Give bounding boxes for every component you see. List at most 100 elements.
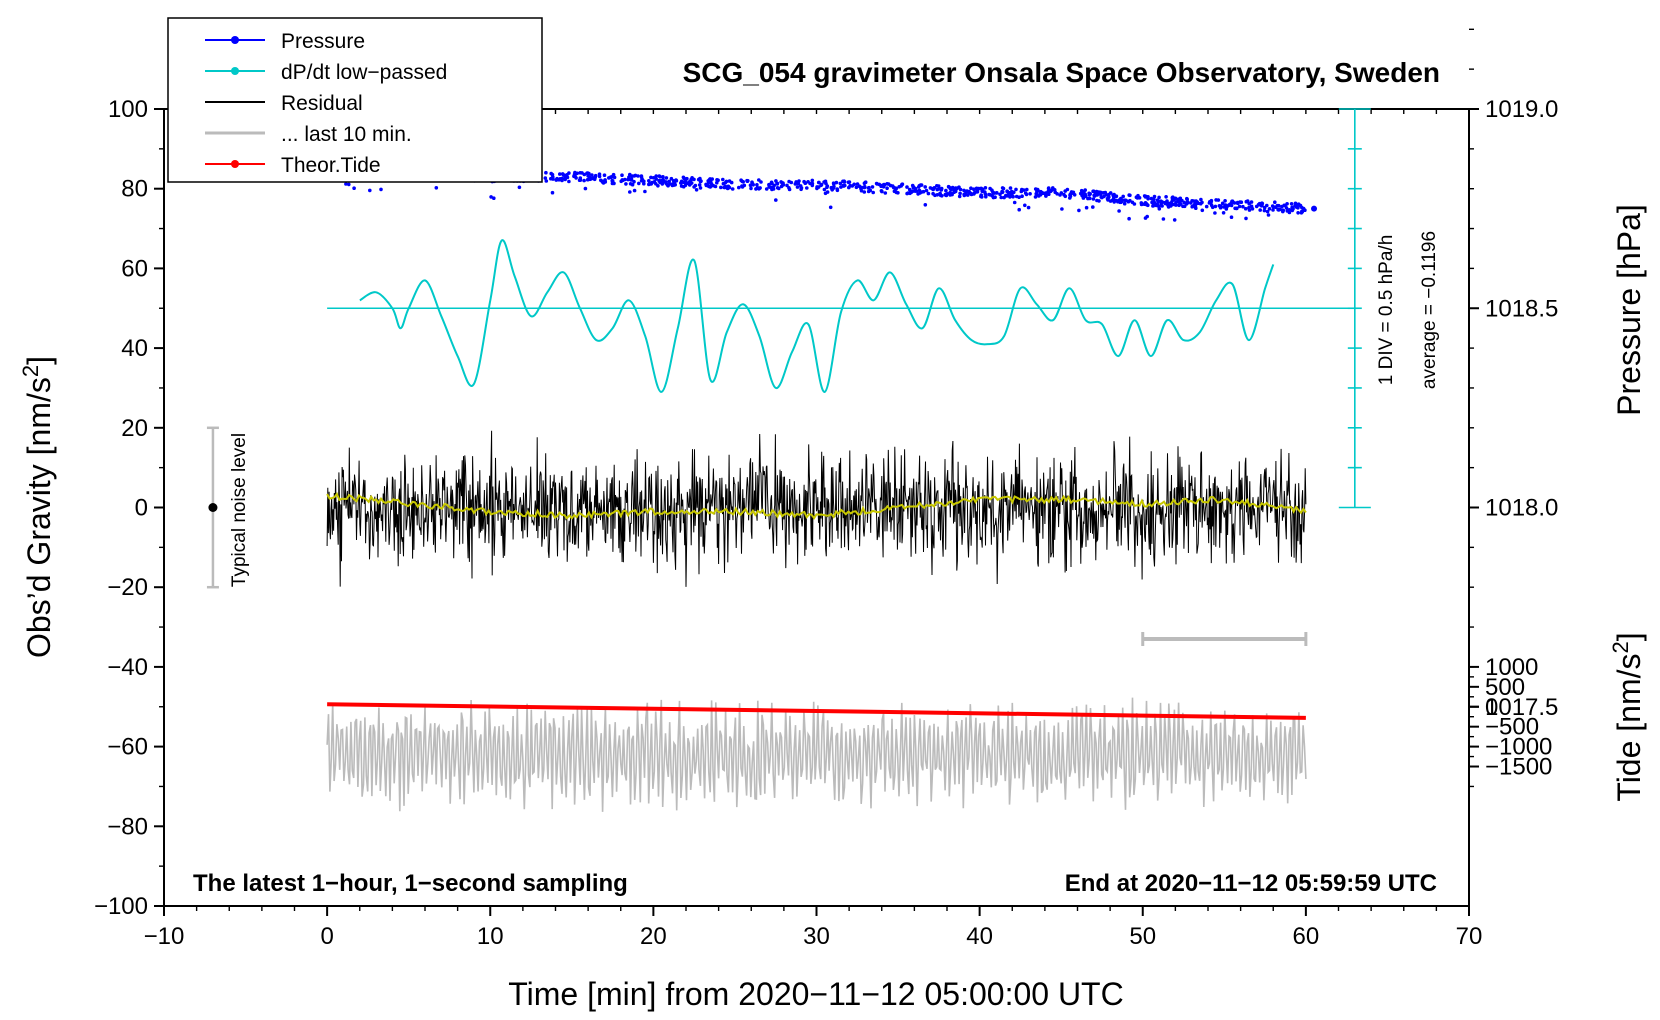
- pressure-point: [1152, 194, 1157, 199]
- pressure-point: [544, 179, 549, 183]
- pressure-point: [379, 187, 383, 192]
- axes-layer: −10 0 10 20 30 40 50 60 70−100−80−60−40−20020406…: [94, 28, 1558, 950]
- pressure-point: [931, 187, 935, 192]
- pressure-point: [1135, 196, 1140, 200]
- pressure-point: [862, 184, 867, 189]
- pressure-point: [1058, 193, 1062, 197]
- pressure-point: [787, 186, 791, 190]
- pressure-point: [1298, 203, 1303, 208]
- tide-tick-label: 1000: [1485, 654, 1538, 681]
- pressure-point: [871, 190, 875, 195]
- pressure-point: [1156, 199, 1161, 203]
- pressure-point: [931, 191, 935, 196]
- pressure-tick-label: 1018.0: [1485, 495, 1558, 522]
- pressure-point: [639, 178, 644, 183]
- pressure-point: [815, 186, 819, 191]
- tide-tick-label: −1000: [1485, 734, 1552, 761]
- pressure-point: [721, 177, 725, 182]
- pressure-point: [855, 182, 860, 186]
- pressure-point: [875, 182, 879, 186]
- pressure-point: [565, 175, 570, 180]
- y-tick-label: 40: [121, 335, 148, 362]
- y-tick-label: −100: [94, 893, 148, 920]
- pressure-point: [928, 186, 933, 190]
- pressure-point: [1046, 190, 1050, 194]
- pressure-point: [1267, 207, 1272, 211]
- pressure-point: [1104, 193, 1108, 197]
- pressure-point: [841, 184, 846, 188]
- theor-tide-series: [327, 702, 1306, 720]
- pressure-point: [1296, 211, 1300, 215]
- pressure-point: [862, 190, 867, 194]
- pressure-point: [900, 182, 904, 187]
- pressure-point: [972, 192, 976, 196]
- pressure-point: [958, 187, 963, 192]
- pressure-point: [984, 194, 988, 199]
- legend: Pressure dP/dt low−passed Residual ... last…: [167, 17, 543, 183]
- residual-smoothed-series: [326, 492, 1307, 520]
- y-tick-label: −80: [107, 813, 148, 840]
- pressure-point: [1229, 203, 1234, 208]
- pressure-point: [1155, 202, 1160, 206]
- data-layer: [325, 166, 1355, 812]
- legend-label: Residual: [281, 92, 363, 115]
- pressure-point: [1117, 209, 1121, 213]
- pressure-point: [610, 178, 614, 183]
- pressure-point: [708, 185, 713, 189]
- pressure-point: [670, 182, 675, 186]
- pressure-point: [368, 188, 372, 193]
- pressure-point: [1130, 200, 1135, 205]
- pressure-point: [1258, 208, 1262, 212]
- pressure-point: [848, 183, 852, 188]
- pressure-point: [828, 205, 833, 210]
- pressure-point: [681, 175, 686, 180]
- pressure-point: [629, 178, 633, 182]
- pressure-point: [935, 193, 940, 197]
- pressure-point: [944, 188, 948, 193]
- pressure-point: [681, 184, 686, 189]
- pressure-point: [1023, 203, 1027, 208]
- pressure-point: [830, 187, 834, 191]
- pressure-point: [1025, 187, 1029, 192]
- pressure-point: [1234, 206, 1239, 211]
- pressure-point: [881, 183, 886, 187]
- pressure-point: [1159, 199, 1163, 203]
- pressure-point: [727, 179, 732, 183]
- pressure-point: [751, 183, 755, 187]
- pressure-point: [775, 182, 780, 186]
- y-tick-label: −40: [107, 654, 148, 681]
- pressure-point: [1028, 192, 1032, 196]
- pressure-point: [919, 183, 924, 187]
- pressure-point: [1235, 200, 1240, 205]
- pressure-point: [661, 175, 665, 179]
- pressure-point: [993, 195, 997, 199]
- pressure-point: [1035, 188, 1040, 192]
- pressure-point: [1243, 206, 1248, 211]
- pressure-point: [806, 180, 810, 184]
- pressure-point: [885, 182, 889, 186]
- pressure-point: [723, 181, 728, 185]
- pressure-point: [1012, 190, 1016, 195]
- pressure-point: [906, 191, 910, 195]
- pressure-point: [937, 187, 942, 191]
- pressure-point: [715, 180, 719, 185]
- pressure-point: [600, 179, 605, 184]
- pressure-point: [990, 193, 994, 198]
- pressure-point: [1092, 193, 1096, 198]
- pressure-point: [726, 184, 731, 189]
- pressure-point: [654, 174, 658, 178]
- x-tick-label: −10: [144, 923, 185, 950]
- pressure-point: [1014, 194, 1019, 199]
- pressure-point: [549, 176, 553, 181]
- pressure-point: [632, 179, 636, 184]
- pressure-point: [658, 175, 662, 179]
- pressure-point: [759, 180, 763, 184]
- pressure-point: [1068, 196, 1072, 200]
- pressure-point: [770, 187, 774, 192]
- pressure-point: [1229, 215, 1234, 219]
- pressure-point: [1160, 204, 1164, 208]
- pressure-point: [774, 198, 778, 202]
- pressure-point: [842, 180, 847, 184]
- pressure-point: [489, 195, 493, 199]
